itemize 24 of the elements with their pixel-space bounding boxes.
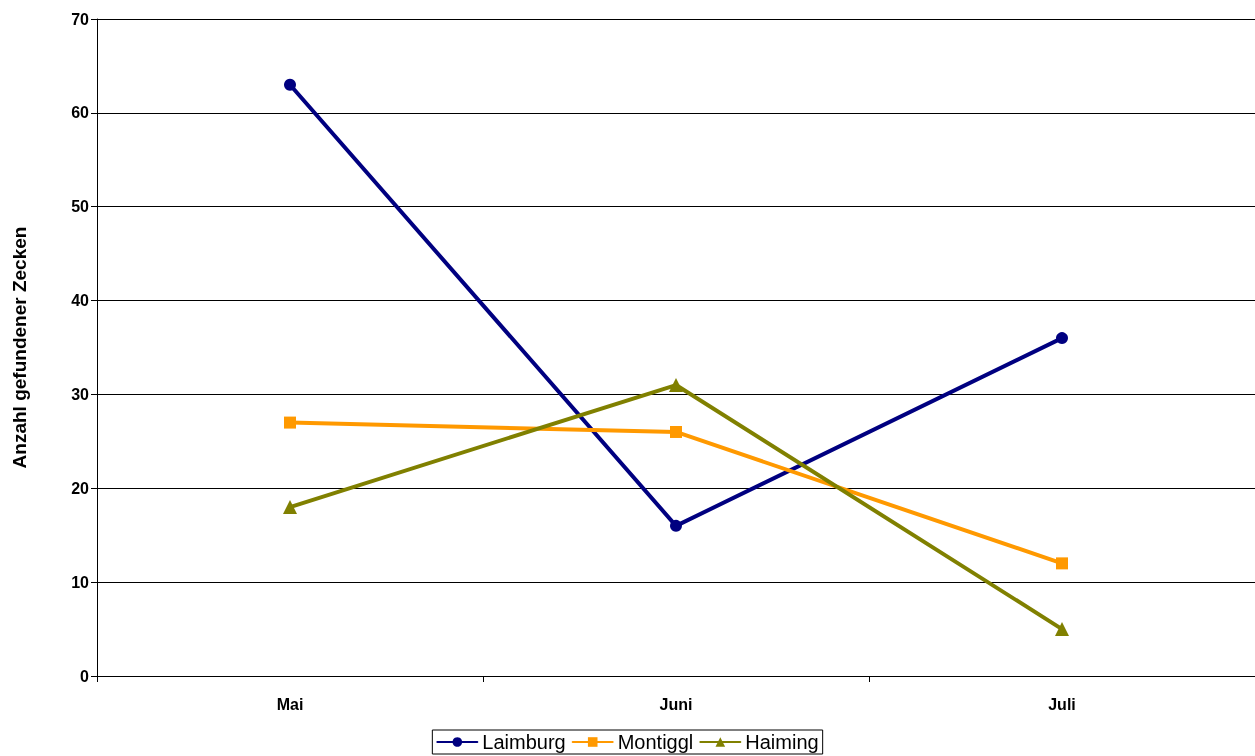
point [284, 78, 296, 91]
x-tick-label: Juni [659, 695, 693, 713]
y-axis-title: Anzahl gefundener Zecken [9, 226, 30, 469]
y-tick-label: 40 [71, 292, 90, 310]
point [1056, 332, 1068, 345]
y-tick-label: 10 [71, 573, 90, 591]
point [1055, 622, 1069, 637]
y-tick-label: 30 [71, 385, 90, 403]
y-tick-label: 20 [71, 479, 90, 497]
point [283, 500, 297, 515]
legend-label: Laimburg [482, 731, 566, 753]
point [669, 378, 683, 393]
y-tick-label: 50 [71, 198, 90, 216]
point [670, 519, 682, 532]
x-tick-label: Juli [1048, 695, 1076, 713]
y-tick-label: 60 [71, 104, 90, 122]
y-tick-label: 70 [71, 10, 90, 28]
point [284, 416, 296, 429]
legend-label: Montiggl [617, 731, 694, 753]
x-tick-label: Mai [276, 695, 304, 713]
legend-label: Haiming [745, 731, 819, 753]
point [670, 425, 682, 438]
y-tick-label: 0 [80, 667, 90, 685]
point [1056, 557, 1068, 570]
